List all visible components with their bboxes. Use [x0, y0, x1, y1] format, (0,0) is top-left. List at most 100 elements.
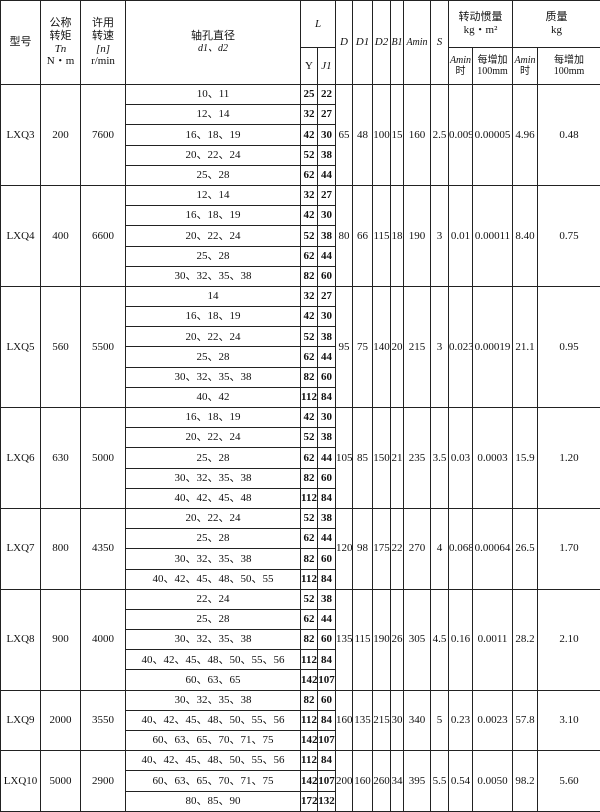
length-j1-cell: 30 [317, 205, 336, 227]
bore-diameter-cell: 16、18、19 [125, 124, 301, 146]
table-row: 16、18、19 42 30 [1, 306, 600, 328]
mass-per100-cell: 5.60 [537, 750, 600, 812]
d-cell: 95 [335, 285, 353, 409]
length-j1-cell: 38 [317, 427, 336, 449]
amin-cell: 395 [403, 750, 431, 812]
length-j1-cell: 38 [317, 225, 336, 247]
table-row: 25、28 62 44 [1, 528, 600, 550]
speed-cell: 5000 [80, 407, 126, 509]
inertia-amin-cell: 0.068 [448, 507, 473, 590]
header-J1: J1 [317, 47, 336, 85]
bore-diameter-cell: 14 [125, 285, 301, 308]
length-j1-cell: 27 [317, 104, 336, 126]
bore-diameter-cell: 16、18、19 [125, 205, 301, 227]
bore-diameter-cell: 30、32、35、38 [125, 467, 301, 489]
length-y-cell: 52 [300, 588, 318, 610]
bore-diameter-cell: 25、28 [125, 447, 301, 469]
table-row: 40、42、45、48、50、55、56 112 84 [1, 649, 600, 671]
header-torque-line: 转矩 [49, 29, 72, 42]
length-y-cell: 42 [300, 205, 318, 227]
amin-cell: 270 [403, 507, 431, 590]
label: 100mm [477, 66, 508, 77]
bore-diameter-cell: 20、22、24 [125, 144, 301, 166]
header-bore-symbol: d1、d2 [198, 43, 228, 55]
length-j1-cell: 38 [317, 588, 336, 610]
length-y-cell: 112 [300, 386, 318, 409]
header-S: S [430, 0, 449, 85]
mass-amin-cell: 57.8 [512, 689, 538, 752]
bore-diameter-cell: 30、32、35、38 [125, 265, 301, 287]
torque-cell: 900 [40, 588, 81, 691]
table-row: 40、42、45、48、50、55 112 84 [1, 568, 600, 590]
header-mass-unit: kg [551, 24, 562, 36]
length-y-cell: 62 [300, 447, 318, 469]
mass-amin-cell: 21.1 [512, 285, 538, 409]
b1-cell: 20 [390, 285, 404, 409]
inertia-per100-cell: 0.00011 [472, 184, 513, 287]
header-L: L [300, 0, 336, 48]
d1-cell: 98 [352, 507, 373, 590]
table-row: LXQ3 200 7600 10、11 25 22 65 48 100 15 160 2.5 0.009… [0, 83, 600, 186]
inertia-per100-cell: 0.0023 [472, 689, 513, 752]
label: 时 [520, 66, 530, 77]
inertia-amin-cell: 0.03 [448, 407, 473, 509]
d1-cell: 135 [352, 689, 373, 752]
length-j1-cell: 84 [317, 750, 336, 772]
model-cell: LXQ8 [0, 588, 41, 691]
header-model: 型号 [0, 0, 41, 85]
model-cell: LXQ6 [0, 407, 41, 509]
table-row: 80、85、90 172 132 [1, 790, 600, 812]
bore-diameter-cell: 22、24 [125, 588, 301, 610]
header-torque-symbol: Tn [54, 42, 67, 55]
torque-cell: 560 [40, 285, 81, 409]
bore-diameter-cell: 25、28 [125, 608, 301, 631]
inertia-per100-cell: 0.00005 [472, 84, 513, 186]
bore-diameter-cell: 16、18、19 [125, 306, 301, 328]
d1-cell: 115 [352, 588, 373, 691]
bore-diameter-cell: 30、32、35、38 [125, 366, 301, 388]
length-j1-cell: 60 [317, 629, 336, 651]
d2-cell: 140 [372, 285, 391, 409]
s-cell: 2.5 [430, 84, 449, 186]
header-mass-per100: 每增加 100mm [537, 47, 600, 85]
length-j1-cell: 38 [317, 326, 336, 348]
length-y-cell: 32 [300, 285, 318, 308]
torque-cell: 2000 [40, 689, 81, 752]
speed-cell: 4000 [80, 588, 126, 691]
label: Amin [449, 54, 472, 66]
header-mass-amin: Amin 时 [512, 47, 538, 85]
length-y-cell: 142 [300, 770, 318, 792]
length-j1-cell: 60 [317, 689, 336, 711]
header-inertia-title: 转动惯量 [458, 11, 503, 24]
mass-per100-cell: 1.70 [537, 507, 600, 590]
length-j1-cell: 22 [317, 83, 336, 106]
mass-amin-cell: 26.5 [512, 507, 538, 590]
amin-cell: 305 [403, 588, 431, 691]
table-row: 20、22、24 52 38 [1, 144, 600, 166]
amin-cell: 215 [403, 285, 431, 409]
length-j1-cell: 30 [317, 306, 336, 328]
length-y-cell: 82 [300, 467, 318, 489]
length-y-cell: 82 [300, 629, 318, 651]
length-y-cell: 32 [300, 184, 318, 207]
d2-cell: 260 [372, 750, 391, 812]
length-j1-cell: 60 [317, 548, 336, 570]
header-inertia-amin: Amin 时 [448, 47, 473, 85]
model-cell: LXQ7 [0, 507, 41, 590]
d-cell: 135 [335, 588, 353, 691]
torque-cell: 400 [40, 184, 81, 287]
model-cell: LXQ3 [0, 84, 41, 186]
bore-diameter-cell: 40、42、45、48 [125, 487, 301, 509]
length-j1-cell: 44 [317, 528, 336, 550]
inertia-amin-cell: 0.01 [448, 184, 473, 287]
inertia-per100-cell: 0.0011 [472, 588, 513, 691]
label: 每增加 [554, 54, 584, 66]
torque-cell: 630 [40, 407, 81, 509]
b1-cell: 22 [390, 507, 404, 590]
length-y-cell: 82 [300, 548, 318, 570]
bore-diameter-cell: 40、42、45、48、50、55、56 [125, 709, 301, 732]
bore-diameter-cell: 60、63、65、70、71、75 [125, 729, 301, 752]
length-j1-cell: 84 [317, 487, 336, 509]
d1-cell: 160 [352, 750, 373, 812]
model-cell: LXQ10 [0, 750, 41, 812]
